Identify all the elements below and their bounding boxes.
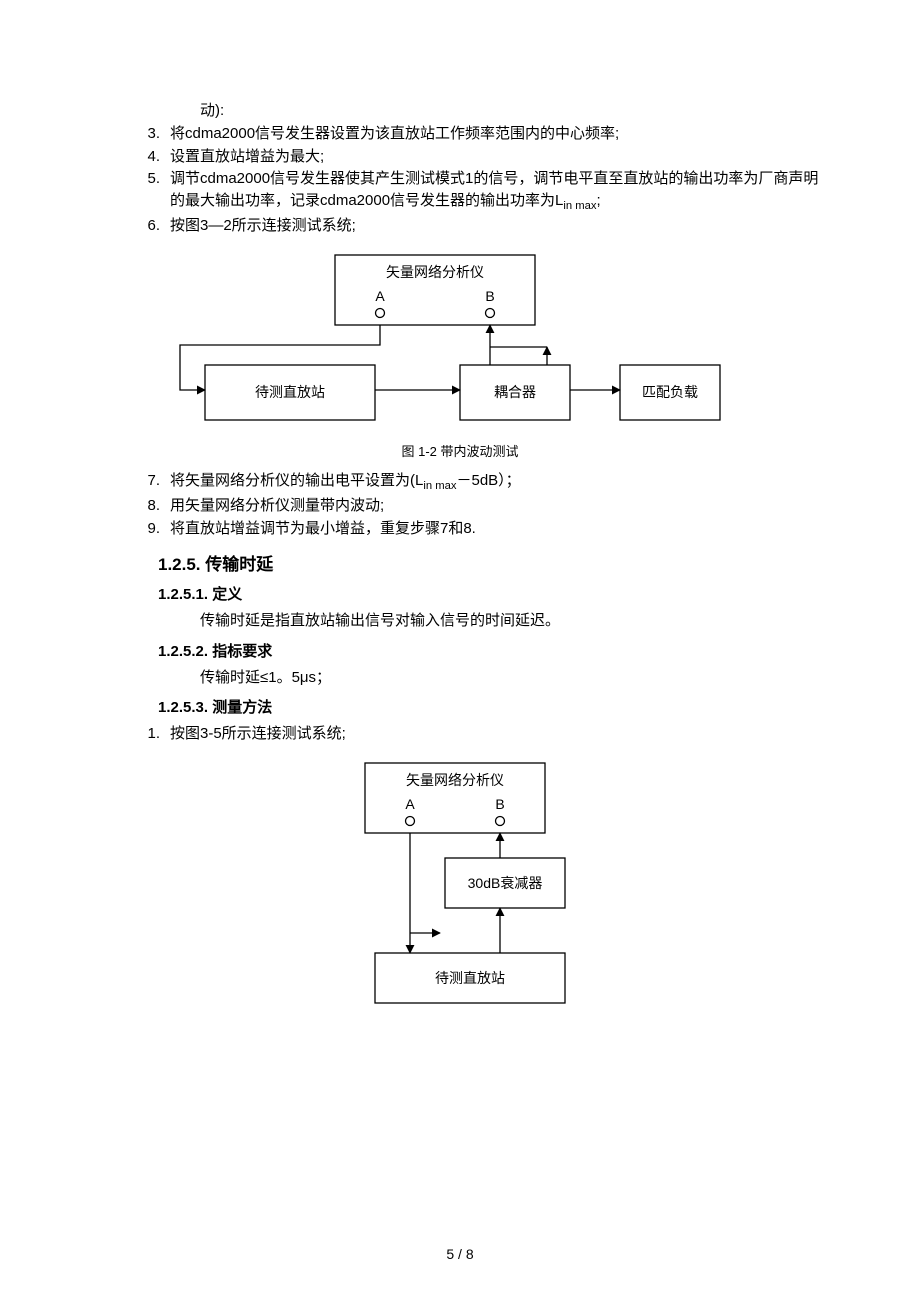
port-b-icon [496,817,505,826]
list-marker: 1. [100,723,170,745]
coupler-label: 耦合器 [494,385,536,401]
heading-1-2-5-1: 1.2.5.1. 定义 [100,583,820,604]
list-text: 用矢量网络分析仪测量带内波动; [170,495,820,517]
subscript: in max [423,480,456,492]
list-text: 按图3-5所示连接测试系统; [170,723,820,745]
repeater-label: 待测直放站 [255,384,325,401]
list-marker: 9. [100,518,170,540]
list-marker: 8. [100,495,170,517]
list-marker: 3. [100,123,170,145]
heading-1-2-5: 1.2.5. 传输时延 [100,550,820,575]
port-a-icon [376,309,385,318]
analyzer-label: 矢量网络分析仪 [406,773,504,789]
diagram-1: 矢量网络分析仪 A B 待测直放站 耦合器 匹配负载 [165,245,755,435]
port-b-label: B [495,796,504,812]
list1-item4: 6. 按图3—2所示连接测试系统; [100,215,820,237]
list2-item1: 8. 用矢量网络分析仪测量带内波动; [100,495,820,517]
list-text: 将直放站增益调节为最小增益，重复步骤7和8. [170,518,820,540]
port-a-icon [406,817,415,826]
list-marker: 6. [100,215,170,237]
list-marker: 4. [100,146,170,168]
list-text-main: 调节cdma2000信号发生器使其产生测试模式1的信号，调节电平直至直放站的输出… [170,170,818,209]
heading-1-2-5-3: 1.2.5.3. 测量方法 [100,696,820,717]
list1-item0: 动): [100,100,820,122]
list1-item3: 5. 调节cdma2000信号发生器使其产生测试模式1的信号，调节电平直至直放站… [100,168,820,214]
para-1251: 传输时延是指直放站输出信号对输入信号的时间延迟。 [100,610,820,632]
page: 动): 3. 将cdma2000信号发生器设置为该直放站工作频率范围内的中心频率… [0,0,920,1302]
list-marker [100,100,170,122]
t: －5dB）； [456,472,520,489]
list3-item0: 1. 按图3-5所示连接测试系统; [100,723,820,745]
analyzer-label: 矢量网络分析仪 [386,265,484,281]
port-a-label: A [375,288,385,304]
list-text-tail: ; [597,192,601,209]
port-b-label: B [485,288,494,304]
heading-1-2-5-2: 1.2.5.2. 指标要求 [100,640,820,661]
list-text: 将矢量网络分析仪的输出电平设置为(Lin max－5dB）； [170,470,820,494]
para-1252: 传输时延≤1。5μs； [100,667,820,689]
list-text: 调节cdma2000信号发生器使其产生测试模式1的信号，调节电平直至直放站的输出… [170,168,820,214]
list1-item1: 3. 将cdma2000信号发生器设置为该直放站工作频率范围内的中心频率; [100,123,820,145]
port-b-icon [486,309,495,318]
subscript: in max [563,200,596,212]
diagram-2: 矢量网络分析仪 A B 30dB衰减器 待测直放站 [330,753,590,1013]
repeater-label: 待测直放站 [435,970,505,987]
list-text: 动): [170,100,820,122]
t: 将矢量网络分析仪的输出电平设置为(L [170,472,423,489]
list-marker: 5. [100,168,170,214]
list2-item2: 9. 将直放站增益调节为最小增益，重复步骤7和8. [100,518,820,540]
list1-item2: 4. 设置直放站增益为最大; [100,146,820,168]
port-a-label: A [405,796,415,812]
load-label: 匹配负载 [642,385,698,401]
page-number: 5 / 8 [0,1246,920,1262]
attenuator-label: 30dB衰减器 [468,875,543,891]
list2-item0: 7. 将矢量网络分析仪的输出电平设置为(Lin max－5dB）； [100,470,820,494]
list-marker: 7. [100,470,170,494]
figure-caption-1: 图 1-2 带内波动测试 [100,441,820,460]
list-text: 将cdma2000信号发生器设置为该直放站工作频率范围内的中心频率; [170,123,820,145]
list-text: 设置直放站增益为最大; [170,146,820,168]
list-text: 按图3—2所示连接测试系统; [170,215,820,237]
